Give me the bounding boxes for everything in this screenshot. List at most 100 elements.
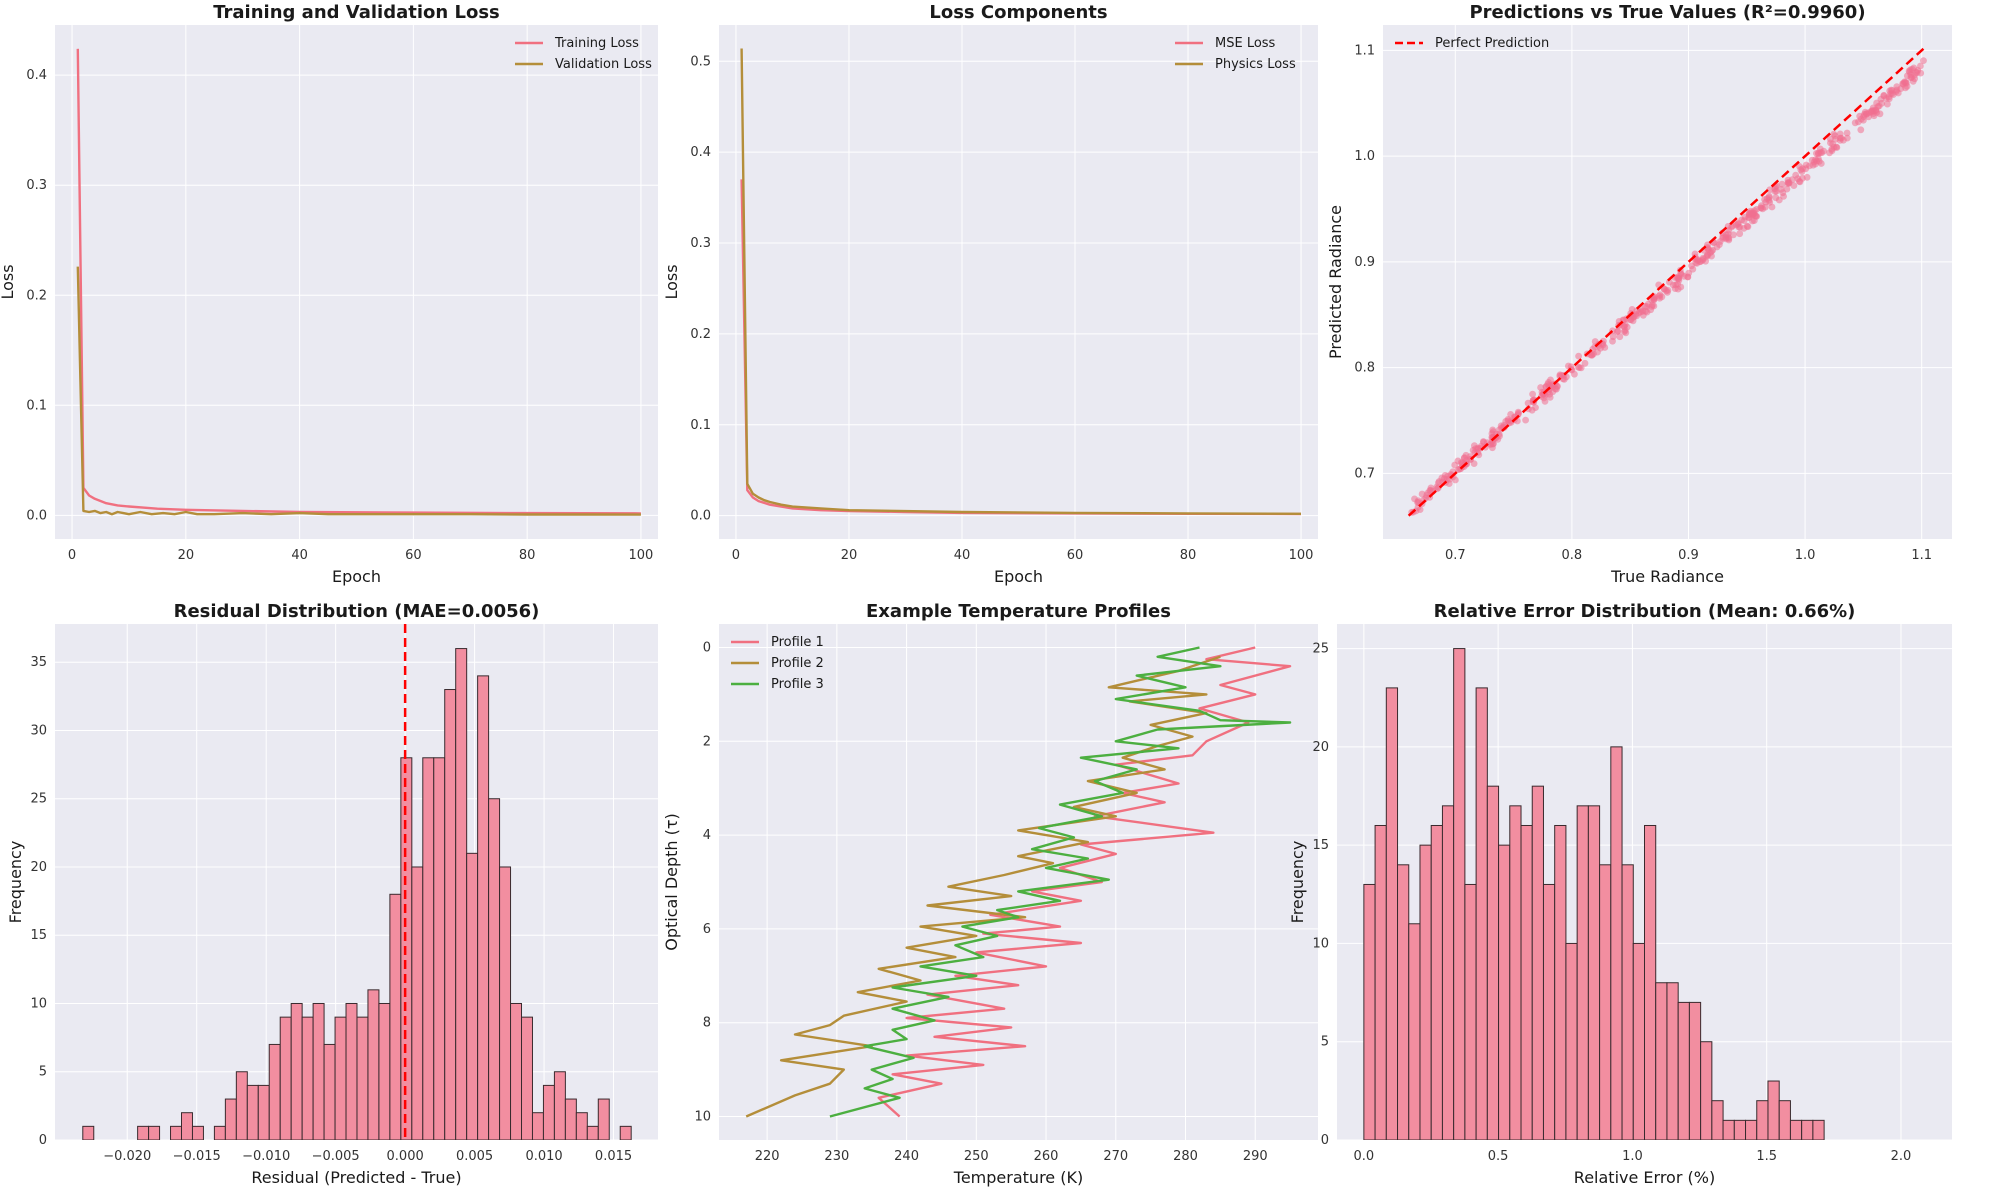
histogram-bar bbox=[235, 1071, 248, 1140]
data-layer bbox=[76, 48, 641, 516]
scatter-point bbox=[1694, 257, 1702, 264]
y-tick-label: 35 bbox=[30, 655, 47, 670]
scatter-point bbox=[1794, 175, 1802, 183]
x-tick-label: 0.010 bbox=[525, 1149, 562, 1164]
scatter-point bbox=[1728, 223, 1735, 231]
scatter-point bbox=[1777, 186, 1785, 193]
scatter-point bbox=[1780, 193, 1787, 200]
perfect-prediction-line bbox=[1407, 45, 1928, 517]
histogram-bar bbox=[586, 1125, 599, 1140]
histogram-bar bbox=[1565, 942, 1578, 1140]
x-tick-label: 0.015 bbox=[595, 1149, 632, 1164]
x-tick-label: 60 bbox=[405, 548, 422, 563]
histogram-bar bbox=[1733, 1119, 1747, 1140]
scatter-point bbox=[1778, 180, 1786, 188]
x-tick-label: 2.0 bbox=[1891, 1149, 1912, 1164]
histogram-bar bbox=[1621, 864, 1634, 1140]
scatter-point bbox=[1886, 87, 1894, 95]
histogram-bar bbox=[389, 893, 402, 1140]
histogram-bar bbox=[1453, 648, 1466, 1140]
panel-relative-error-distribution: 0.0 0.5 1.0 1.5 2.0 0 5 10 15 20 25 Relative Error … bbox=[1288, 601, 1952, 1187]
scatter-point bbox=[1532, 404, 1539, 411]
x-tick-label: 280 bbox=[1173, 1149, 1198, 1164]
scatter-point bbox=[1830, 130, 1838, 138]
scatter-point bbox=[1917, 69, 1925, 77]
y-tick-label: 6 bbox=[703, 922, 711, 937]
x-tick-label: 80 bbox=[519, 548, 536, 563]
y-tick-label: 5 bbox=[1321, 1035, 1329, 1050]
x-tick-label: 270 bbox=[1103, 1149, 1128, 1164]
legend-label: Validation Loss bbox=[555, 57, 652, 72]
y-tick-label: 0.3 bbox=[26, 178, 47, 193]
y-tick-label: 25 bbox=[30, 792, 47, 807]
histogram-bar bbox=[1745, 1119, 1758, 1140]
histogram-bar bbox=[466, 852, 479, 1140]
histogram-bar bbox=[356, 1016, 369, 1140]
histogram-bar bbox=[224, 1098, 237, 1140]
y-tick-label: 0.4 bbox=[26, 68, 47, 83]
scatter-point bbox=[1444, 472, 1452, 480]
histogram-bar bbox=[1363, 883, 1376, 1140]
histogram-bar bbox=[1677, 1001, 1690, 1140]
y-tick-label: 20 bbox=[1312, 740, 1329, 755]
histogram-bar bbox=[345, 1002, 358, 1140]
histogram-bar bbox=[455, 648, 468, 1140]
histogram-bar bbox=[433, 757, 446, 1140]
x-tick-label: 0 bbox=[68, 548, 76, 563]
scatter-point bbox=[1855, 118, 1862, 126]
panel-loss-components: 0 20 40 60 80 100 0.0 0.1 0.2 0.3 0.4 0.5 Loss Compo… bbox=[662, 2, 1318, 586]
y-tick-label: 2 bbox=[703, 734, 711, 749]
x-axis-label: True Radiance bbox=[1610, 567, 1724, 586]
data-layer bbox=[740, 48, 1302, 516]
scatter-point bbox=[1577, 364, 1585, 372]
histogram-bar bbox=[1397, 864, 1410, 1140]
panel-title: Relative Error Distribution (Mean: 0.66%… bbox=[1434, 601, 1856, 622]
x-axis-label: Relative Error (%) bbox=[1574, 1168, 1715, 1187]
scatter-point bbox=[1662, 287, 1670, 295]
y-axis-label: Predicted Radiance bbox=[1326, 205, 1345, 359]
y-tick-label: 30 bbox=[30, 723, 47, 738]
x-tick-label: −0.015 bbox=[173, 1149, 221, 1164]
scatter-point bbox=[1768, 203, 1776, 211]
scatter-point bbox=[1829, 140, 1837, 148]
scatter-point bbox=[1529, 390, 1536, 398]
series-line-2 bbox=[76, 266, 641, 516]
histogram-bar bbox=[137, 1125, 150, 1140]
scatter-point bbox=[1537, 384, 1544, 391]
x-axis-label: Epoch bbox=[994, 567, 1043, 586]
histogram-bar bbox=[1610, 746, 1623, 1140]
panel-title: Training and Validation Loss bbox=[213, 2, 500, 23]
scatter-point bbox=[1504, 416, 1512, 423]
histogram-bar bbox=[488, 798, 501, 1140]
histogram-bar bbox=[477, 675, 490, 1140]
y-tick-label: 0.2 bbox=[26, 288, 47, 303]
histogram-bar bbox=[1441, 805, 1455, 1140]
x-axis-label: Residual (Predicted - True) bbox=[251, 1168, 461, 1187]
scatter-point bbox=[1691, 250, 1699, 258]
scatter-point bbox=[1416, 506, 1424, 513]
y-tick-label: 0.3 bbox=[690, 236, 711, 251]
histogram-bar bbox=[1430, 824, 1443, 1140]
legend-label: Perfect Prediction bbox=[1435, 36, 1549, 51]
y-tick-label: 15 bbox=[30, 928, 47, 943]
y-tick-label: 20 bbox=[30, 860, 47, 875]
scatter-point bbox=[1559, 375, 1567, 383]
scatter-point bbox=[1575, 352, 1582, 360]
histogram-bar bbox=[323, 1043, 336, 1140]
scatter-point bbox=[1790, 182, 1798, 190]
y-tick-label: 0.1 bbox=[26, 398, 47, 413]
scatter-point bbox=[1798, 168, 1806, 176]
scatter-point bbox=[1474, 444, 1482, 452]
x-tick-label: 0.000 bbox=[387, 1149, 424, 1164]
x-tick-label: 80 bbox=[1180, 548, 1197, 563]
y-tick-label: 0 bbox=[39, 1133, 47, 1148]
scatter-point bbox=[1815, 155, 1822, 162]
histogram-bar bbox=[378, 1002, 391, 1140]
histogram-bar bbox=[1778, 1100, 1791, 1140]
y-tick-label: 0 bbox=[703, 640, 711, 655]
scatter-point bbox=[1724, 234, 1732, 241]
histogram-bar bbox=[148, 1125, 161, 1140]
histogram-bar bbox=[246, 1084, 259, 1140]
x-tick-label: 230 bbox=[824, 1149, 849, 1164]
histogram-bar bbox=[542, 1084, 555, 1140]
